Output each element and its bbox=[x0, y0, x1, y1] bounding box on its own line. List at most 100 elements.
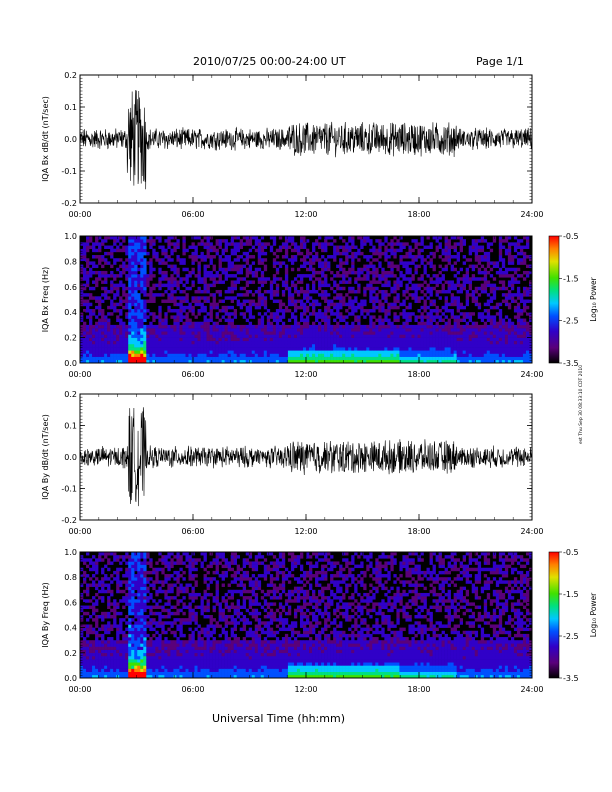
spectrogram-cell bbox=[453, 286, 457, 291]
spectrogram-cell bbox=[363, 309, 367, 313]
spectrogram-cell bbox=[290, 347, 295, 351]
spectrogram-cell bbox=[522, 324, 527, 329]
spectrogram-cell bbox=[444, 334, 448, 338]
spectrogram-cell bbox=[345, 359, 349, 364]
spectrogram-cell bbox=[284, 340, 289, 345]
spectrogram-cell bbox=[414, 343, 418, 348]
spectrogram-cell bbox=[242, 264, 247, 269]
spectrogram-cell bbox=[429, 264, 433, 269]
spectrogram-cell bbox=[161, 277, 165, 281]
spectrogram-cell bbox=[101, 624, 105, 628]
spectrogram-cell bbox=[477, 343, 482, 348]
spectrogram-cell bbox=[342, 353, 346, 357]
spectrogram-cell bbox=[119, 309, 123, 313]
spectrogram-cell bbox=[483, 347, 488, 351]
spectrogram-cell bbox=[122, 353, 126, 357]
spectrogram-cell bbox=[459, 337, 463, 342]
spectrogram-cell bbox=[206, 251, 210, 256]
spectrogram-cell bbox=[212, 359, 216, 364]
spectrogram-cell bbox=[221, 309, 225, 313]
spectrogram-cell bbox=[387, 356, 391, 361]
spectrogram-cell bbox=[417, 343, 421, 348]
spectrogram-cell bbox=[137, 321, 141, 326]
spectrogram-cell bbox=[465, 353, 470, 357]
spectrogram-cell bbox=[269, 343, 274, 348]
spectrogram-cell bbox=[257, 251, 262, 256]
y-tick-label: 0.8 bbox=[64, 257, 77, 266]
spectrogram-cell bbox=[107, 668, 111, 672]
spectrogram-cell bbox=[218, 337, 222, 342]
spectrogram-cell bbox=[513, 309, 518, 313]
spectrogram-cell bbox=[149, 296, 153, 300]
spectrogram-cell bbox=[423, 337, 427, 342]
spectrogram-cell bbox=[107, 312, 111, 316]
spectrogram-cell bbox=[227, 328, 231, 332]
spectrogram-cell bbox=[125, 315, 129, 319]
spectrogram-cell bbox=[182, 248, 186, 253]
spectrogram-cell bbox=[375, 251, 379, 256]
spectrogram-cell bbox=[312, 312, 316, 316]
spectrogram-cell bbox=[450, 337, 454, 342]
spectrogram-cell bbox=[414, 283, 418, 288]
spectrogram-cell bbox=[336, 347, 340, 351]
spectrogram-cell bbox=[354, 334, 358, 338]
spectrogram-cell bbox=[417, 277, 421, 281]
spectrogram-cell bbox=[324, 309, 328, 313]
spectrogram-cell bbox=[95, 583, 99, 587]
spectrogram-cell bbox=[302, 356, 307, 361]
spectrogram-cell bbox=[200, 350, 204, 354]
spectrogram-cell bbox=[272, 353, 277, 357]
spectrogram-cell bbox=[444, 350, 448, 354]
spectrogram-cell bbox=[113, 655, 117, 660]
spectrogram-cell bbox=[501, 286, 506, 291]
spectrogram-cell bbox=[95, 608, 99, 613]
spectrogram-cell bbox=[299, 343, 304, 348]
spectrogram-cell bbox=[272, 331, 277, 335]
spectrogram-cell bbox=[233, 315, 237, 319]
spectrogram-cell bbox=[387, 248, 391, 253]
spectrogram-cell bbox=[411, 261, 415, 265]
spectrogram-cell bbox=[399, 312, 403, 316]
spectrogram-cell bbox=[215, 289, 219, 294]
spectrogram-cell bbox=[480, 343, 485, 348]
spectrogram-cell bbox=[510, 293, 515, 297]
spectrogram-cell bbox=[245, 331, 250, 335]
spectrogram-cell bbox=[233, 296, 237, 300]
spectrogram-cell bbox=[224, 289, 228, 294]
spectrogram-cell bbox=[248, 302, 253, 307]
spectrogram-cell bbox=[435, 328, 439, 332]
spectrogram-cell bbox=[306, 299, 310, 303]
spectrogram-cell bbox=[378, 318, 382, 323]
spectrogram-cell bbox=[414, 315, 418, 319]
spectrogram-cell bbox=[324, 267, 328, 272]
spectrogram-cells bbox=[80, 236, 533, 364]
spectrogram-cell bbox=[107, 305, 111, 310]
spectrogram-cell bbox=[447, 286, 451, 291]
spectrogram-cell bbox=[357, 337, 361, 342]
spectrogram-cell bbox=[134, 258, 138, 262]
spectrogram-cell bbox=[462, 255, 466, 259]
spectrogram-cell bbox=[459, 340, 463, 345]
spectrogram-cell bbox=[143, 245, 147, 249]
spectrogram-cell bbox=[209, 337, 213, 342]
spectrogram-cell bbox=[299, 340, 304, 345]
spectrogram-cell bbox=[149, 334, 153, 338]
spectrogram-cell bbox=[354, 315, 358, 319]
spectrogram-cell bbox=[281, 340, 286, 345]
spectrogram-cell bbox=[242, 340, 247, 345]
spectrogram-cell bbox=[281, 255, 286, 259]
spectrogram-cell bbox=[104, 552, 108, 556]
spectrogram-cell bbox=[330, 328, 334, 332]
spectrogram-cell bbox=[128, 331, 132, 335]
spectrogram-cell bbox=[519, 248, 524, 253]
spectrogram-cell bbox=[194, 331, 198, 335]
spectrogram-cell bbox=[357, 251, 361, 256]
spectrogram-cell bbox=[525, 245, 530, 249]
spectrogram-cell bbox=[510, 337, 515, 342]
spectrogram-cell bbox=[263, 324, 268, 329]
spectrogram-cell bbox=[387, 312, 391, 316]
spectrogram-cell bbox=[86, 242, 90, 246]
spectrogram-cell bbox=[134, 350, 138, 354]
spectrogram-cell bbox=[336, 283, 340, 288]
spectrogram-cell bbox=[486, 251, 491, 256]
